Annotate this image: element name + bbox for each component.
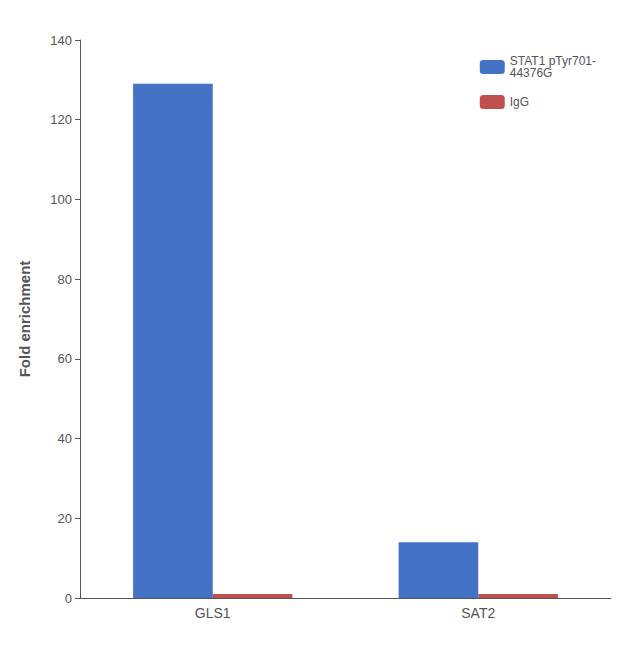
svg-text:140: 140 xyxy=(50,33,72,48)
svg-text:100: 100 xyxy=(50,192,72,207)
svg-text:0: 0 xyxy=(65,591,72,606)
svg-text:IgG: IgG xyxy=(510,95,529,109)
svg-text:120: 120 xyxy=(50,112,72,127)
svg-text:STAT1 pTyr701-: STAT1 pTyr701- xyxy=(509,54,596,68)
svg-text:20: 20 xyxy=(58,511,72,526)
svg-text:80: 80 xyxy=(58,272,72,287)
svg-text:SAT2: SAT2 xyxy=(461,605,495,621)
svg-text:60: 60 xyxy=(58,351,72,366)
svg-text:GLS1: GLS1 xyxy=(195,605,231,621)
svg-text:44376G: 44376G xyxy=(510,66,553,80)
svg-text:40: 40 xyxy=(58,431,72,446)
svg-text:Fold enrichment: Fold enrichment xyxy=(16,261,33,378)
